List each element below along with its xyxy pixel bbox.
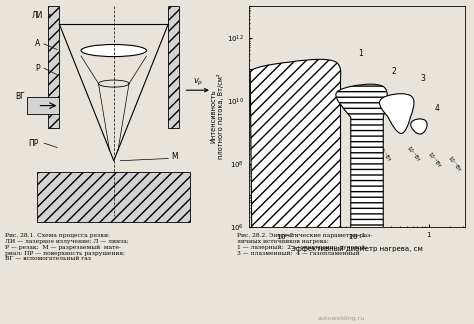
Text: 1: 1: [358, 49, 363, 58]
Text: Р: Р: [35, 64, 40, 73]
Text: autowelding.ru: autowelding.ru: [318, 316, 365, 321]
Text: $v_p$: $v_p$: [192, 77, 203, 88]
Text: 2: 2: [392, 66, 396, 75]
Ellipse shape: [81, 44, 146, 57]
Text: 3: 3: [420, 74, 425, 83]
Ellipse shape: [250, 59, 341, 324]
X-axis label: Эффективный диаметр нагрева, см: Эффективный диаметр нагрева, см: [291, 246, 422, 252]
Polygon shape: [27, 97, 59, 114]
Ellipse shape: [336, 84, 387, 324]
Text: Рис. 28.2. Энергетические параметры раз-
личных источников нагрева:
1 — лазерный: Рис. 28.2. Энергетические параметры раз-…: [237, 233, 373, 256]
Text: 10⁻⁴Вт: 10⁻⁴Вт: [446, 155, 461, 173]
Text: 10⁻³Вт: 10⁻³Вт: [427, 152, 442, 169]
Text: А: А: [35, 40, 40, 48]
Text: 10⁻¹Вт: 10⁻¹Вт: [376, 146, 392, 163]
Y-axis label: Интенсивность
плотного потока, Вт/см²: Интенсивность плотного потока, Вт/см²: [210, 74, 224, 159]
Text: ПР: ПР: [28, 139, 38, 147]
Text: Рис. 28.1. Схема процесса резки:
ЛИ — лазерное излучение; Л — линза;
Р — резак; : Рис. 28.1. Схема процесса резки: ЛИ — ла…: [5, 233, 128, 261]
Ellipse shape: [410, 119, 427, 134]
Text: 10⁻²Вт: 10⁻²Вт: [405, 146, 420, 163]
Polygon shape: [48, 6, 59, 128]
Text: ЛИ: ЛИ: [32, 11, 43, 20]
Text: ВГ: ВГ: [15, 92, 25, 101]
Text: М: М: [172, 152, 178, 161]
Polygon shape: [168, 6, 179, 128]
Text: 4: 4: [435, 104, 440, 113]
Polygon shape: [37, 172, 190, 222]
Ellipse shape: [380, 94, 414, 133]
